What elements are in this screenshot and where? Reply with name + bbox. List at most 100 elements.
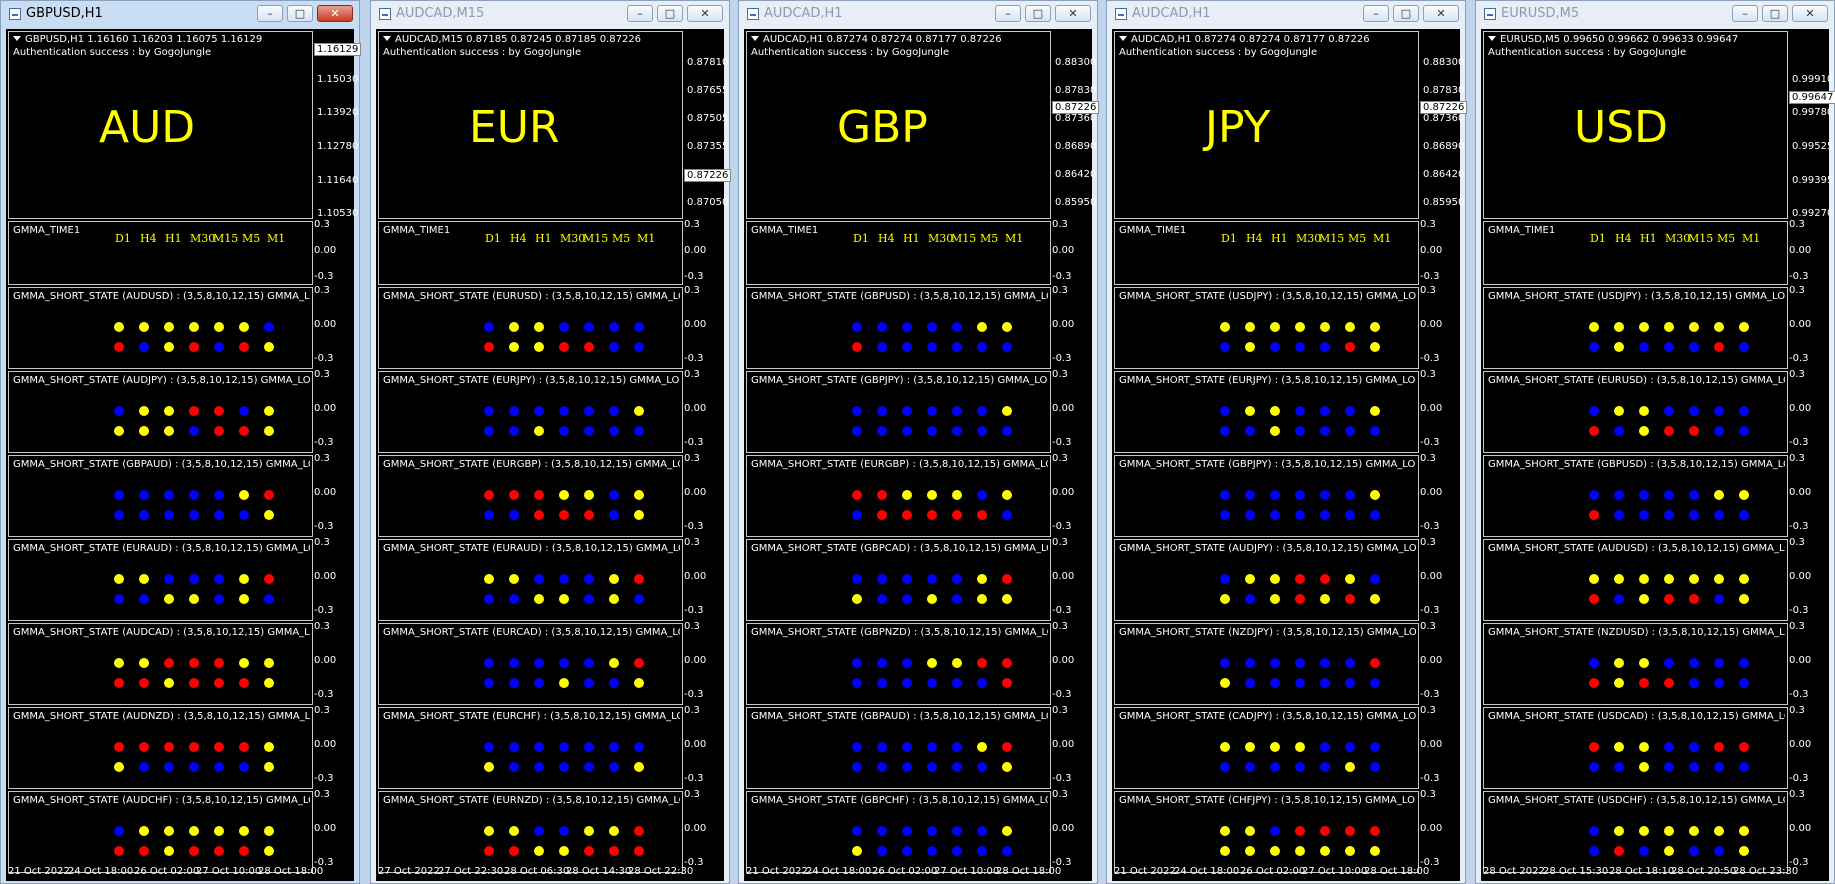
minimize-icon[interactable]: – <box>1732 5 1758 22</box>
gmma-short-state-pane[interactable]: GMMA_SHORT_STATE (AUDCAD) : (3,5,8,10,12… <box>8 623 313 705</box>
gmma-time-pane[interactable]: GMMA_TIME1 D1 H4 H1 M30 M15 M5 M1 <box>746 221 1051 285</box>
gmma-short-state-pane[interactable]: GMMA_SHORT_STATE (EURUSD) : (3,5,8,10,12… <box>378 287 683 369</box>
maximize-icon[interactable]: □ <box>657 5 683 22</box>
state-dot-m30 <box>189 846 199 856</box>
gmma-short-state-pane[interactable]: GMMA_SHORT_STATE (EURCAD) : (3,5,8,10,12… <box>378 623 683 705</box>
gmma-short-state-pane[interactable]: GMMA_SHORT_STATE (AUDUSD) : (3,5,8,10,12… <box>1483 539 1788 621</box>
chart-client-area[interactable]: GBPUSD,H1 1.16160 1.16203 1.16075 1.1612… <box>6 29 362 881</box>
gmma-short-state-pane[interactable]: GMMA_SHORT_STATE (EURJPY) : (3,5,8,10,12… <box>378 371 683 453</box>
window-titlebar[interactable]: AUDCAD,M15 – □ ✕ <box>371 1 729 29</box>
state-pane-title: GMMA_SHORT_STATE (GBPCAD) : (3,5,8,10,12… <box>751 543 1048 554</box>
gmma-short-state-pane[interactable]: GMMA_SHORT_STATE (USDCAD) : (3,5,8,10,12… <box>1483 707 1788 789</box>
gmma-short-state-pane[interactable]: GMMA_SHORT_STATE (EURGBP) : (3,5,8,10,12… <box>378 455 683 537</box>
minimize-icon[interactable]: – <box>627 5 653 22</box>
gmma-short-state-pane[interactable]: GMMA_SHORT_STATE (EURGBP) : (3,5,8,10,12… <box>746 455 1051 537</box>
close-icon[interactable]: ✕ <box>1423 5 1459 22</box>
state-dot-h4 <box>139 342 149 352</box>
gmma-short-state-pane[interactable]: GMMA_SHORT_STATE (GBPUSD) : (3,5,8,10,12… <box>1483 455 1788 537</box>
window-titlebar[interactable]: AUDCAD,H1 – □ ✕ <box>1107 1 1465 29</box>
state-dot-m1 <box>1739 658 1749 668</box>
gmma-short-state-pane[interactable]: GMMA_SHORT_STATE (EURAUD) : (3,5,8,10,12… <box>378 539 683 621</box>
minimize-icon[interactable]: – <box>1363 5 1389 22</box>
gmma-short-state-pane[interactable]: GMMA_SHORT_STATE (EURUSD) : (3,5,8,10,12… <box>1483 371 1788 453</box>
chart-client-area[interactable]: AUDCAD,H1 0.87274 0.87274 0.87177 0.8722… <box>1112 29 1468 881</box>
gmma-short-state-pane[interactable]: GMMA_SHORT_STATE (GBPCAD) : (3,5,8,10,12… <box>746 539 1051 621</box>
gmma-short-state-pane[interactable]: GMMA_SHORT_STATE (NZDJPY) : (3,5,8,10,12… <box>1114 623 1419 705</box>
window-titlebar[interactable]: AUDCAD,H1 – □ ✕ <box>739 1 1097 29</box>
gmma-time-pane[interactable]: GMMA_TIME1 D1 H4 H1 M30 M15 M5 M1 <box>8 221 313 285</box>
gmma-short-state-pane[interactable]: GMMA_SHORT_STATE (AUDNZD) : (3,5,8,10,12… <box>8 707 313 789</box>
main-chart-pane[interactable]: AUDCAD,H1 0.87274 0.87274 0.87177 0.8722… <box>746 31 1051 219</box>
chart-window-4[interactable]: AUDCAD,H1 – □ ✕ AUDCAD,H1 0.87274 0.87274 0.… <box>1106 0 1468 884</box>
chart-window-2[interactable]: AUDCAD,M15 – □ ✕ AUDCAD,M15 0.87185 0.87245 … <box>370 0 732 884</box>
timeframe-label-m1: M1 <box>1373 232 1392 245</box>
main-chart-pane[interactable]: AUDCAD,M15 0.87185 0.87245 0.87185 0.872… <box>378 31 683 219</box>
state-pair-label: GMMA_SHORT_STATE (AUDJPY) <box>1119 543 1273 554</box>
gmma-time-pane[interactable]: GMMA_TIME1 D1 H4 H1 M30 M15 M5 M1 <box>378 221 683 285</box>
state-params-label: : (3,5,8,10,12,15) GMMA_LONG <box>1272 711 1416 722</box>
maximize-icon[interactable]: □ <box>1762 5 1788 22</box>
main-chart-pane[interactable]: AUDCAD,H1 0.87274 0.87274 0.87177 0.8722… <box>1114 31 1419 219</box>
state-params-label: : (3,5,8,10,12,15) GMMA_LONG <box>543 711 680 722</box>
state-dot-d1 <box>484 342 494 352</box>
maximize-icon[interactable]: □ <box>287 5 313 22</box>
collapse-triangle-icon[interactable] <box>13 36 21 41</box>
gmma-time-pane[interactable]: GMMA_TIME1 D1 H4 H1 M30 M15 M5 M1 <box>1114 221 1419 285</box>
window-titlebar[interactable]: GBPUSD,H1 – □ ✕ <box>1 1 359 29</box>
gmma-time-pane[interactable]: GMMA_TIME1 D1 H4 H1 M30 M15 M5 M1 <box>1483 221 1788 285</box>
state-dot-m5 <box>977 826 987 836</box>
maximize-icon[interactable]: □ <box>1025 5 1051 22</box>
close-icon[interactable]: ✕ <box>1055 5 1091 22</box>
close-icon[interactable]: ✕ <box>1792 5 1828 22</box>
maximize-icon[interactable]: □ <box>1393 5 1419 22</box>
price-scale-label: 0.99270 <box>1792 208 1834 220</box>
gmma-short-state-pane[interactable]: GMMA_SHORT_STATE (AUDJPY) : (3,5,8,10,12… <box>8 371 313 453</box>
gmma-short-state-pane[interactable]: GMMA_SHORT_STATE (AUDCHF) : (3,5,8,10,12… <box>8 791 313 873</box>
time-axis: 28 Oct 2022 28 Oct 15:30 28 Oct 18:10 28 Oc… <box>1481 863 1829 881</box>
gmma-short-state-pane[interactable]: GMMA_SHORT_STATE (EURAUD) : (3,5,8,10,12… <box>8 539 313 621</box>
gmma-short-state-pane[interactable]: GMMA_SHORT_STATE (GBPUSD) : (3,5,8,10,12… <box>746 287 1051 369</box>
close-icon[interactable]: ✕ <box>317 5 353 22</box>
window-titlebar[interactable]: EURUSD,M5 – □ ✕ <box>1476 1 1834 29</box>
gmma-short-state-pane[interactable]: GMMA_SHORT_STATE (EURNZD) : (3,5,8,10,12… <box>378 791 683 873</box>
state-dot-m30 <box>1664 574 1674 584</box>
chart-client-area[interactable]: EURUSD,M5 0.99650 0.99662 0.99633 0.9964… <box>1481 29 1835 881</box>
collapse-triangle-icon[interactable] <box>1488 36 1496 41</box>
chart-client-area[interactable]: AUDCAD,H1 0.87274 0.87274 0.87177 0.8722… <box>744 29 1100 881</box>
state-dot-h1 <box>1639 426 1649 436</box>
gmma-short-state-pane[interactable]: GMMA_SHORT_STATE (NZDUSD) : (3,5,8,10,12… <box>1483 623 1788 705</box>
close-icon[interactable]: ✕ <box>687 5 723 22</box>
gmma-short-state-pane[interactable]: GMMA_SHORT_STATE (GBPAUD) : (3,5,8,10,12… <box>8 455 313 537</box>
collapse-triangle-icon[interactable] <box>751 36 759 41</box>
gmma-short-state-pane[interactable]: GMMA_SHORT_STATE (GBPCHF) : (3,5,8,10,12… <box>746 791 1051 873</box>
gmma-short-state-pane[interactable]: GMMA_SHORT_STATE (GBPAUD) : (3,5,8,10,12… <box>746 707 1051 789</box>
gmma-short-state-pane[interactable]: GMMA_SHORT_STATE (GBPJPY) : (3,5,8,10,12… <box>1114 455 1419 537</box>
minimize-icon[interactable]: – <box>257 5 283 22</box>
currency-label: GBP <box>837 102 928 153</box>
gmma-short-state-pane[interactable]: GMMA_SHORT_STATE (CADJPY) : (3,5,8,10,12… <box>1114 707 1419 789</box>
gmma-short-state-pane[interactable]: GMMA_SHORT_STATE (USDJPY) : (3,5,8,10,12… <box>1114 287 1419 369</box>
chart-window-1[interactable]: GBPUSD,H1 – □ ✕ GBPUSD,H1 1.16160 1.16203 1.… <box>0 0 362 884</box>
main-chart-pane[interactable]: GBPUSD,H1 1.16160 1.16203 1.16075 1.1612… <box>8 31 313 219</box>
gmma-short-state-pane[interactable]: GMMA_SHORT_STATE (GBPJPY) : (3,5,8,10,12… <box>746 371 1051 453</box>
gmma-short-state-pane[interactable]: GMMA_SHORT_STATE (AUDJPY) : (3,5,8,10,12… <box>1114 539 1419 621</box>
gmma-short-state-pane[interactable]: GMMA_SHORT_STATE (USDCHF) : (3,5,8,10,12… <box>1483 791 1788 873</box>
gmma-short-state-pane[interactable]: GMMA_SHORT_STATE (CHFJPY) : (3,5,8,10,12… <box>1114 791 1419 873</box>
chart-client-area[interactable]: AUDCAD,M15 0.87185 0.87245 0.87185 0.872… <box>376 29 732 881</box>
state-dot-m15 <box>952 322 962 332</box>
chart-window-3[interactable]: AUDCAD,H1 – □ ✕ AUDCAD,H1 0.87274 0.87274 0.… <box>738 0 1100 884</box>
collapse-triangle-icon[interactable] <box>383 36 391 41</box>
collapse-triangle-icon[interactable] <box>1119 36 1127 41</box>
state-dot-m15 <box>1320 846 1330 856</box>
gmma-short-state-pane[interactable]: GMMA_SHORT_STATE (USDJPY) : (3,5,8,10,12… <box>1483 287 1788 369</box>
gmma-short-state-pane[interactable]: GMMA_SHORT_STATE (EURCHF) : (3,5,8,10,12… <box>378 707 683 789</box>
state-dot-h4 <box>1614 846 1624 856</box>
gmma-short-state-pane[interactable]: GMMA_SHORT_STATE (EURJPY) : (3,5,8,10,12… <box>1114 371 1419 453</box>
state-dot-m1 <box>1739 762 1749 772</box>
main-chart-pane[interactable]: EURUSD,M5 0.99650 0.99662 0.99633 0.9964… <box>1483 31 1788 219</box>
state-params-label: : (3,5,8,10,12,15) GMMA_LONG <box>1271 459 1416 470</box>
gmma-short-state-pane[interactable]: GMMA_SHORT_STATE (GBPNZD) : (3,5,8,10,12… <box>746 623 1051 705</box>
chart-window-5[interactable]: EURUSD,M5 – □ ✕ EURUSD,M5 0.99650 0.99662 0.… <box>1475 0 1835 884</box>
minimize-icon[interactable]: – <box>995 5 1021 22</box>
gmma-short-state-pane[interactable]: GMMA_SHORT_STATE (AUDUSD) : (3,5,8,10,12… <box>8 287 313 369</box>
